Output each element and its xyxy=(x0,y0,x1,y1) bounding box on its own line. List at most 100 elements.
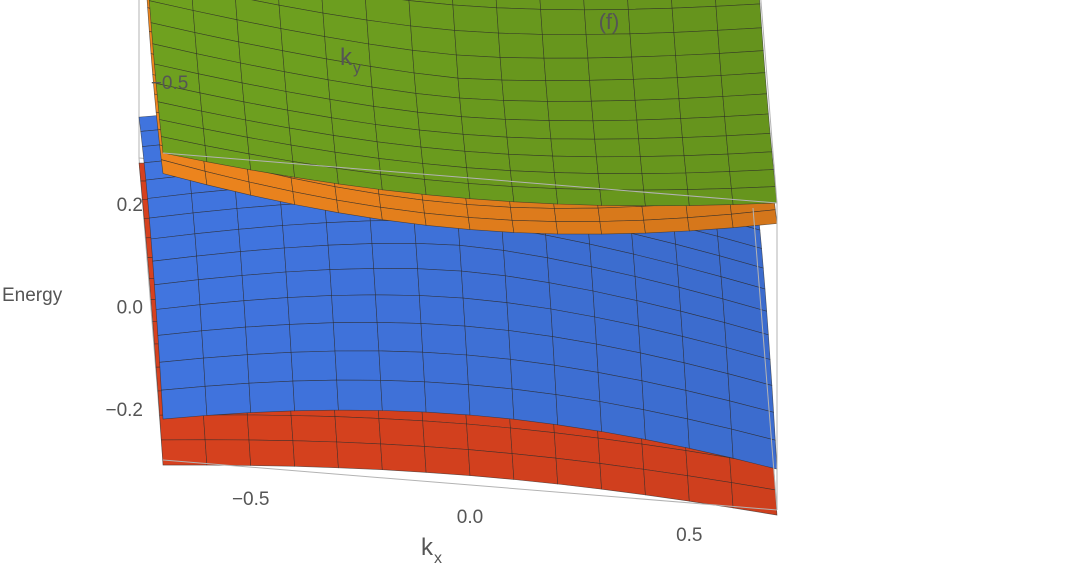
surface-patch xyxy=(680,116,727,138)
surface-patch xyxy=(380,443,427,473)
surface-patch xyxy=(160,385,208,420)
surface-patch xyxy=(334,350,381,381)
surface-patch xyxy=(687,188,734,206)
surfaces xyxy=(138,0,778,516)
x-tick-label: −0.5 xyxy=(232,489,270,510)
surface-patch xyxy=(290,415,338,443)
surface-patch xyxy=(510,427,557,459)
surface-patch xyxy=(466,354,513,390)
surface-patch xyxy=(248,439,295,467)
surface-patch xyxy=(461,116,508,138)
surface-patch xyxy=(641,172,688,191)
surface-patch xyxy=(510,206,557,222)
surface-patch xyxy=(508,153,555,173)
surface-patch xyxy=(375,294,422,324)
surface-patch xyxy=(552,155,599,174)
surface-patch xyxy=(589,78,636,102)
surface-patch xyxy=(643,189,690,207)
surface-patch xyxy=(638,137,685,157)
surface-patch xyxy=(597,206,645,222)
surface-patch xyxy=(246,414,294,442)
surface-patch xyxy=(369,219,417,244)
surface-patch xyxy=(245,324,292,356)
surface-patch xyxy=(594,138,641,158)
surface-patch xyxy=(599,219,646,235)
chart-title: (f) xyxy=(599,9,620,34)
surface-patch xyxy=(467,384,515,420)
x-tick-label: 0.0 xyxy=(457,507,483,528)
surface-patch xyxy=(724,113,771,137)
surface-patch xyxy=(555,457,602,490)
surface-patch xyxy=(197,275,245,306)
surface-patch xyxy=(336,441,383,471)
surface-patch xyxy=(501,79,548,102)
surface-patch xyxy=(511,186,559,205)
z-tick-label: −0.2 xyxy=(105,400,143,421)
surface-patch xyxy=(715,3,762,31)
surface-patch xyxy=(380,379,427,413)
surface-patch xyxy=(424,446,471,476)
surface-patch xyxy=(461,270,508,304)
box-edge xyxy=(760,0,778,204)
surface-patch xyxy=(555,221,602,235)
surface-patch xyxy=(420,323,467,356)
surface-patch xyxy=(717,27,764,54)
surface-patch xyxy=(682,135,729,157)
surface-patch xyxy=(722,93,769,117)
z-tick-label: 0.2 xyxy=(117,195,143,216)
surface-patch xyxy=(204,439,252,466)
surface-patch xyxy=(590,99,638,122)
surface-patch xyxy=(287,295,334,325)
surface-patch xyxy=(241,271,289,302)
svg-text:y: y xyxy=(353,60,361,77)
surface-patch xyxy=(196,251,243,281)
surface-patch xyxy=(378,350,425,383)
surface-patch xyxy=(334,416,381,445)
surface-patch xyxy=(201,326,248,359)
surface-patch xyxy=(459,97,506,120)
surface-patch xyxy=(585,33,633,59)
surface-patch xyxy=(336,379,383,411)
surface-patch xyxy=(243,297,290,328)
surface-patch xyxy=(634,98,682,121)
surface-patch xyxy=(639,155,687,175)
surface-patch xyxy=(511,388,559,426)
surface-patch xyxy=(631,55,678,80)
surface-patch xyxy=(553,207,601,222)
surface-patch xyxy=(467,183,515,203)
surface-patch xyxy=(203,414,250,441)
surface-patch xyxy=(498,32,545,59)
surface-patch xyxy=(550,138,597,158)
surface-patch xyxy=(510,170,557,189)
surface-patch xyxy=(199,300,246,332)
surface-patch xyxy=(326,220,373,246)
surface-patch xyxy=(596,156,643,175)
surface-patch xyxy=(292,440,339,469)
box-edge xyxy=(162,459,778,511)
box-edge xyxy=(162,152,778,204)
surface-patch xyxy=(643,217,690,234)
surface-patch xyxy=(671,5,719,33)
surface-patch xyxy=(240,247,287,276)
surface-patch xyxy=(246,351,294,384)
y-tick-label: −0.5 xyxy=(151,73,189,94)
surface-patch xyxy=(496,7,543,35)
surface-patch xyxy=(459,244,506,277)
surface-patch xyxy=(731,428,778,470)
surface-patch xyxy=(292,379,339,412)
surface-patch xyxy=(282,222,329,249)
surface-patch xyxy=(415,242,462,272)
surface-patch xyxy=(376,321,424,353)
surface-patch xyxy=(462,133,510,155)
surface-patch xyxy=(548,120,596,140)
surface-patch xyxy=(725,133,773,155)
surface-patch xyxy=(499,57,547,82)
surface-patch xyxy=(592,119,639,140)
surface-patch xyxy=(462,297,510,331)
surface-patch xyxy=(204,382,252,416)
surface-patch xyxy=(511,453,559,485)
z-tick-label: 0.0 xyxy=(117,298,143,319)
surface-patch xyxy=(329,268,376,296)
surface-patch xyxy=(597,173,645,191)
